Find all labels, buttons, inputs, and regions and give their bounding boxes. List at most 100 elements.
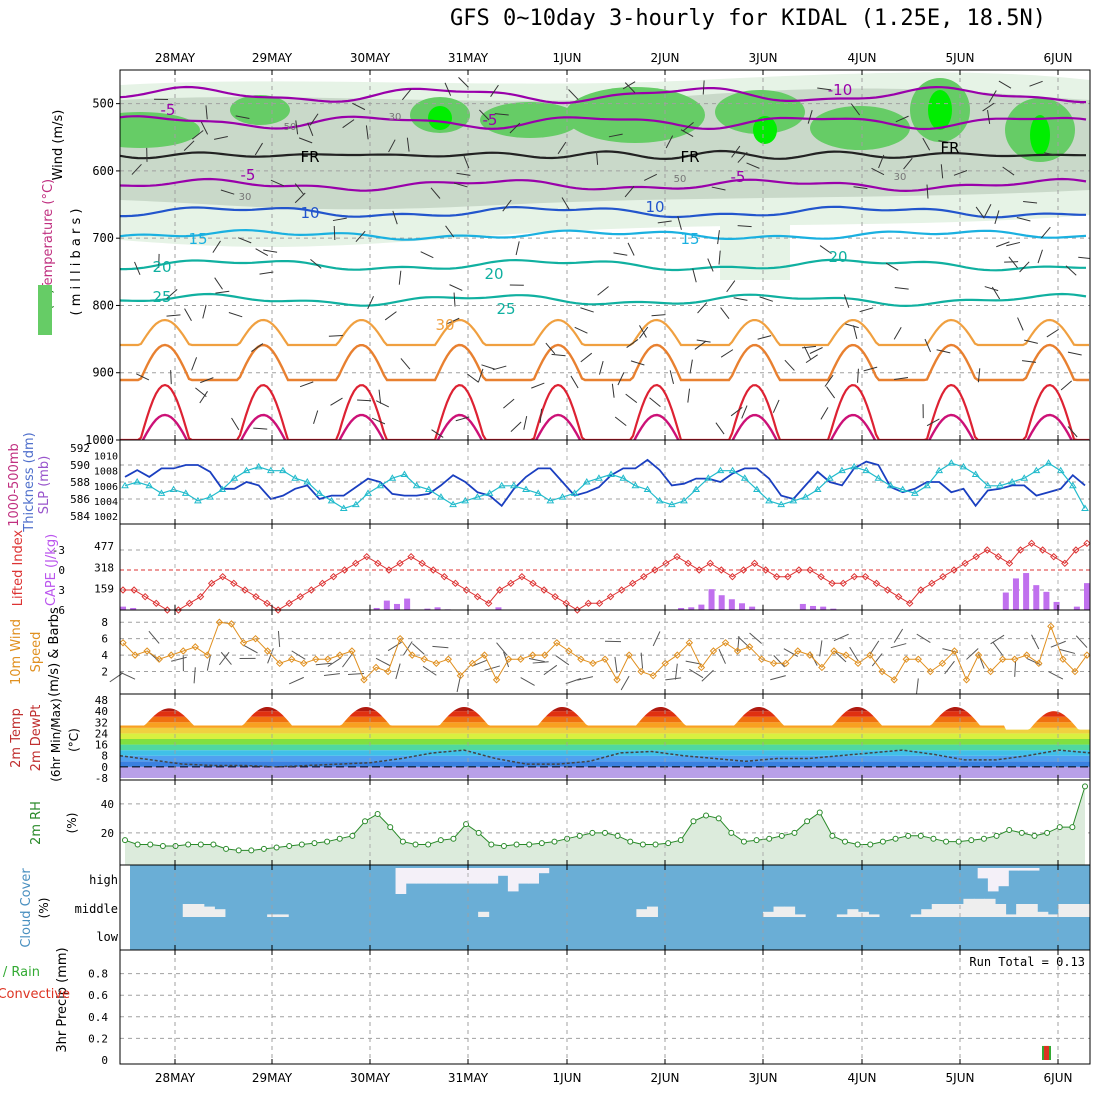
y-tick-mb: 500 xyxy=(92,97,114,111)
li-point xyxy=(318,579,327,588)
rh-blob-green xyxy=(810,106,910,150)
contour-label: FR xyxy=(300,148,319,166)
wind-barb xyxy=(228,312,243,318)
wind-barb xyxy=(624,185,635,198)
wind10-barb xyxy=(849,646,859,662)
wind-barb xyxy=(134,261,141,276)
wind-barb xyxy=(824,374,834,387)
wind10-point xyxy=(480,651,489,659)
ylabel-temperature: Temperature (°C) xyxy=(41,179,56,292)
rh2m-point xyxy=(311,840,318,847)
wind-barb xyxy=(982,102,995,112)
wind10-point xyxy=(830,647,838,655)
wind-barb xyxy=(940,164,944,179)
wind-barb xyxy=(184,308,192,322)
y-tick-mb: 900 xyxy=(92,366,114,380)
slp-point xyxy=(230,474,239,481)
cloud-middle-bar xyxy=(1016,904,1028,917)
cloud-middle-bar xyxy=(193,904,205,917)
rh2m-point xyxy=(930,835,937,842)
y-tick-slp: 1010 xyxy=(94,452,118,463)
wind-barb xyxy=(510,421,522,432)
wind10-point xyxy=(312,655,320,663)
wind-barb xyxy=(630,360,645,366)
wind-barb xyxy=(388,139,396,153)
panel-frame xyxy=(119,523,1091,611)
wind10-barb xyxy=(773,655,786,668)
cloud-middle-bar xyxy=(1079,904,1091,917)
wind-barb xyxy=(731,145,741,158)
slp-point xyxy=(740,474,749,481)
rh2m-point xyxy=(892,835,899,842)
slp-point xyxy=(582,478,591,485)
rh2m-point xyxy=(235,847,242,854)
slp-point xyxy=(388,474,397,481)
contour-label: 10 xyxy=(300,204,319,222)
wind10-point xyxy=(818,663,826,672)
wind-barb xyxy=(611,383,615,398)
li-point xyxy=(584,599,593,608)
cloud-high-bar xyxy=(1018,868,1030,871)
rh2m-point xyxy=(576,832,583,839)
rh2m-point xyxy=(665,840,672,847)
wind-barb xyxy=(711,186,726,191)
freezing-level xyxy=(120,149,1086,161)
wind-barb xyxy=(523,415,528,430)
wind-barb xyxy=(953,170,968,176)
cape-bar xyxy=(383,600,390,610)
wind10-point xyxy=(601,655,609,663)
contour-label: 20 xyxy=(152,258,171,276)
rh2m-point xyxy=(248,847,255,854)
wind-barb xyxy=(200,377,214,384)
wind10-point xyxy=(420,655,428,663)
wind-barb xyxy=(568,89,579,100)
wind10-point xyxy=(890,676,898,684)
li-point xyxy=(551,592,559,601)
wind10-barb xyxy=(291,650,306,660)
cloud-middle-bar xyxy=(868,914,880,917)
slp-point xyxy=(680,496,688,504)
wind-barb xyxy=(863,366,878,372)
wind10-point xyxy=(745,643,754,651)
cloud-high-bar xyxy=(497,868,509,876)
li-point xyxy=(1027,539,1036,548)
slp-point xyxy=(291,474,300,481)
wind10-barb xyxy=(315,662,332,666)
cloud-middle-bar xyxy=(277,914,289,917)
rh2m-point xyxy=(475,829,482,836)
rh-blob-green xyxy=(565,87,705,143)
slp-point xyxy=(121,481,129,489)
cloud-high-bar xyxy=(538,868,550,874)
wind10-barb xyxy=(749,632,762,644)
li-point xyxy=(728,572,737,581)
rh2m-point xyxy=(1018,829,1025,836)
cape-bar xyxy=(1023,573,1030,610)
wind-barb xyxy=(1044,152,1059,157)
li-point xyxy=(739,566,748,574)
slp-point xyxy=(1008,478,1016,485)
slp-point xyxy=(218,485,227,493)
wind10-point xyxy=(842,651,850,659)
li-point xyxy=(163,606,172,614)
li-point xyxy=(529,579,537,588)
slp-point xyxy=(266,466,275,474)
cloud-middle-bar xyxy=(478,911,490,917)
rh2m-point xyxy=(867,841,874,848)
ylabel-lifted-index: Lifted Index xyxy=(11,529,26,606)
wind-barb xyxy=(804,346,811,360)
wind10-point xyxy=(275,659,284,668)
wind-barb xyxy=(251,343,264,352)
slp-point xyxy=(777,500,786,508)
wind-barb xyxy=(574,326,588,334)
wind-barb xyxy=(697,302,708,314)
li-point xyxy=(673,552,681,561)
wind-barb xyxy=(802,345,817,349)
li-point xyxy=(285,599,293,608)
wind-barb xyxy=(926,184,929,199)
li-point xyxy=(363,552,371,561)
wind10-barb xyxy=(565,678,582,685)
ylabel-slp: SLP (mb) xyxy=(37,456,52,515)
wind-barb xyxy=(988,90,997,103)
y-tick-mb: 700 xyxy=(92,231,114,245)
wind10-point xyxy=(251,634,260,643)
